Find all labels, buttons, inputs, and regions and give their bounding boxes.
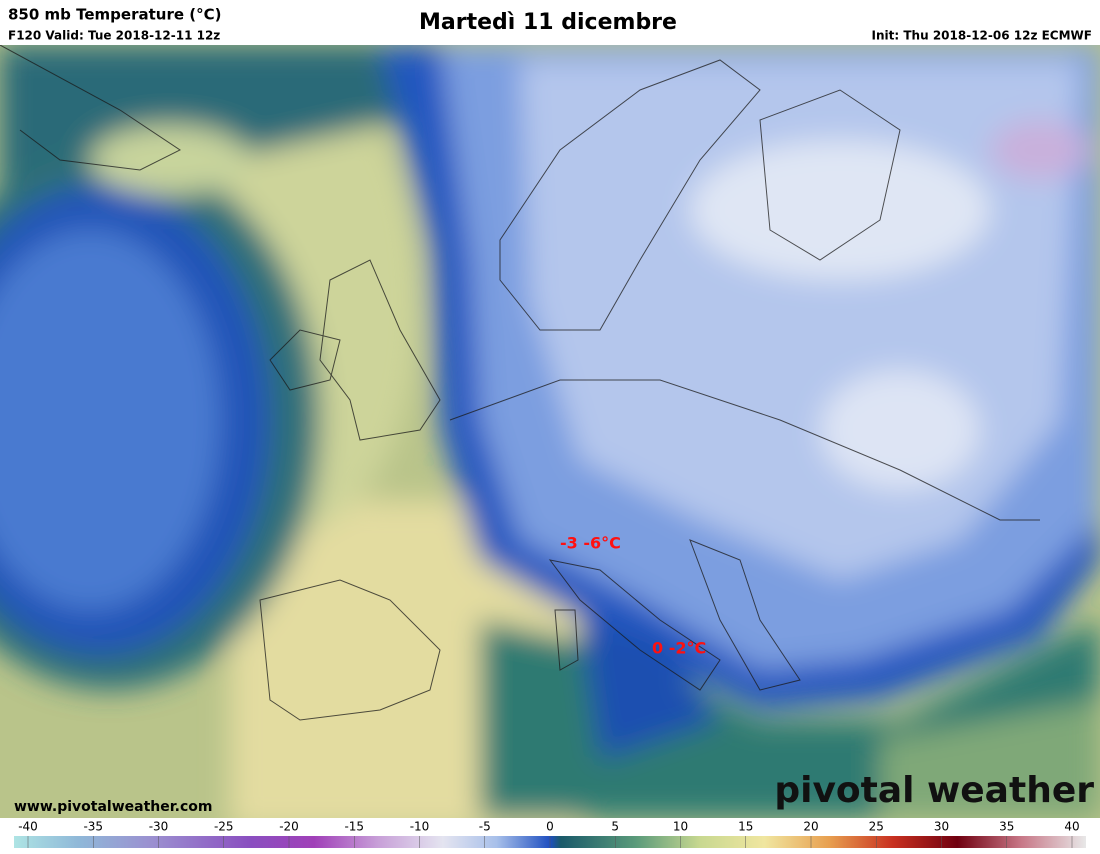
colorbar-tick-label: 0 bbox=[546, 820, 554, 834]
valid-time: F120 Valid: Tue 2018-12-11 12z bbox=[8, 29, 220, 43]
colorbar-tick-label: 30 bbox=[934, 820, 949, 834]
colorbar-tick-label: 15 bbox=[738, 820, 753, 834]
colorbar-tick-label: 35 bbox=[999, 820, 1014, 834]
colorbar-tick-label: -15 bbox=[344, 820, 364, 834]
colorbar-tick-label: -20 bbox=[279, 820, 299, 834]
colorbar-tick-label: -30 bbox=[149, 820, 169, 834]
temperature-field bbox=[0, 45, 1100, 818]
website: www.pivotalweather.com bbox=[14, 799, 213, 815]
annotation: 0 -2°C bbox=[652, 639, 706, 658]
colorbar-tick-label: -10 bbox=[410, 820, 430, 834]
colorbar-ticks: -40 -35 -30 -25 -20 -15 -10 -5 0 5 10 15 20 25 30 35 40 bbox=[18, 820, 1080, 848]
annotation: -3 -6°C bbox=[560, 534, 621, 553]
colorbar-tick-label: -25 bbox=[214, 820, 234, 834]
map-title: 850 mb Temperature (°C) bbox=[8, 6, 221, 24]
colorbar-tick-label: -35 bbox=[83, 820, 103, 834]
colorbar-tick-label: -5 bbox=[479, 820, 491, 834]
colorbar-tick-label: -40 bbox=[18, 820, 38, 834]
colorbar-tick-label: 40 bbox=[1064, 820, 1079, 834]
logo: pivotal weather bbox=[774, 770, 1094, 811]
colorbar-tick-label: 10 bbox=[673, 820, 688, 834]
colorbar-tick-label: 5 bbox=[611, 820, 619, 834]
init-time: Init: Thu 2018-12-06 12z ECMWF bbox=[872, 29, 1092, 43]
colorbar-tick-label: 25 bbox=[869, 820, 884, 834]
headline: Martedì 11 dicembre bbox=[419, 10, 677, 35]
colorbar-tick-label: 20 bbox=[803, 820, 818, 834]
